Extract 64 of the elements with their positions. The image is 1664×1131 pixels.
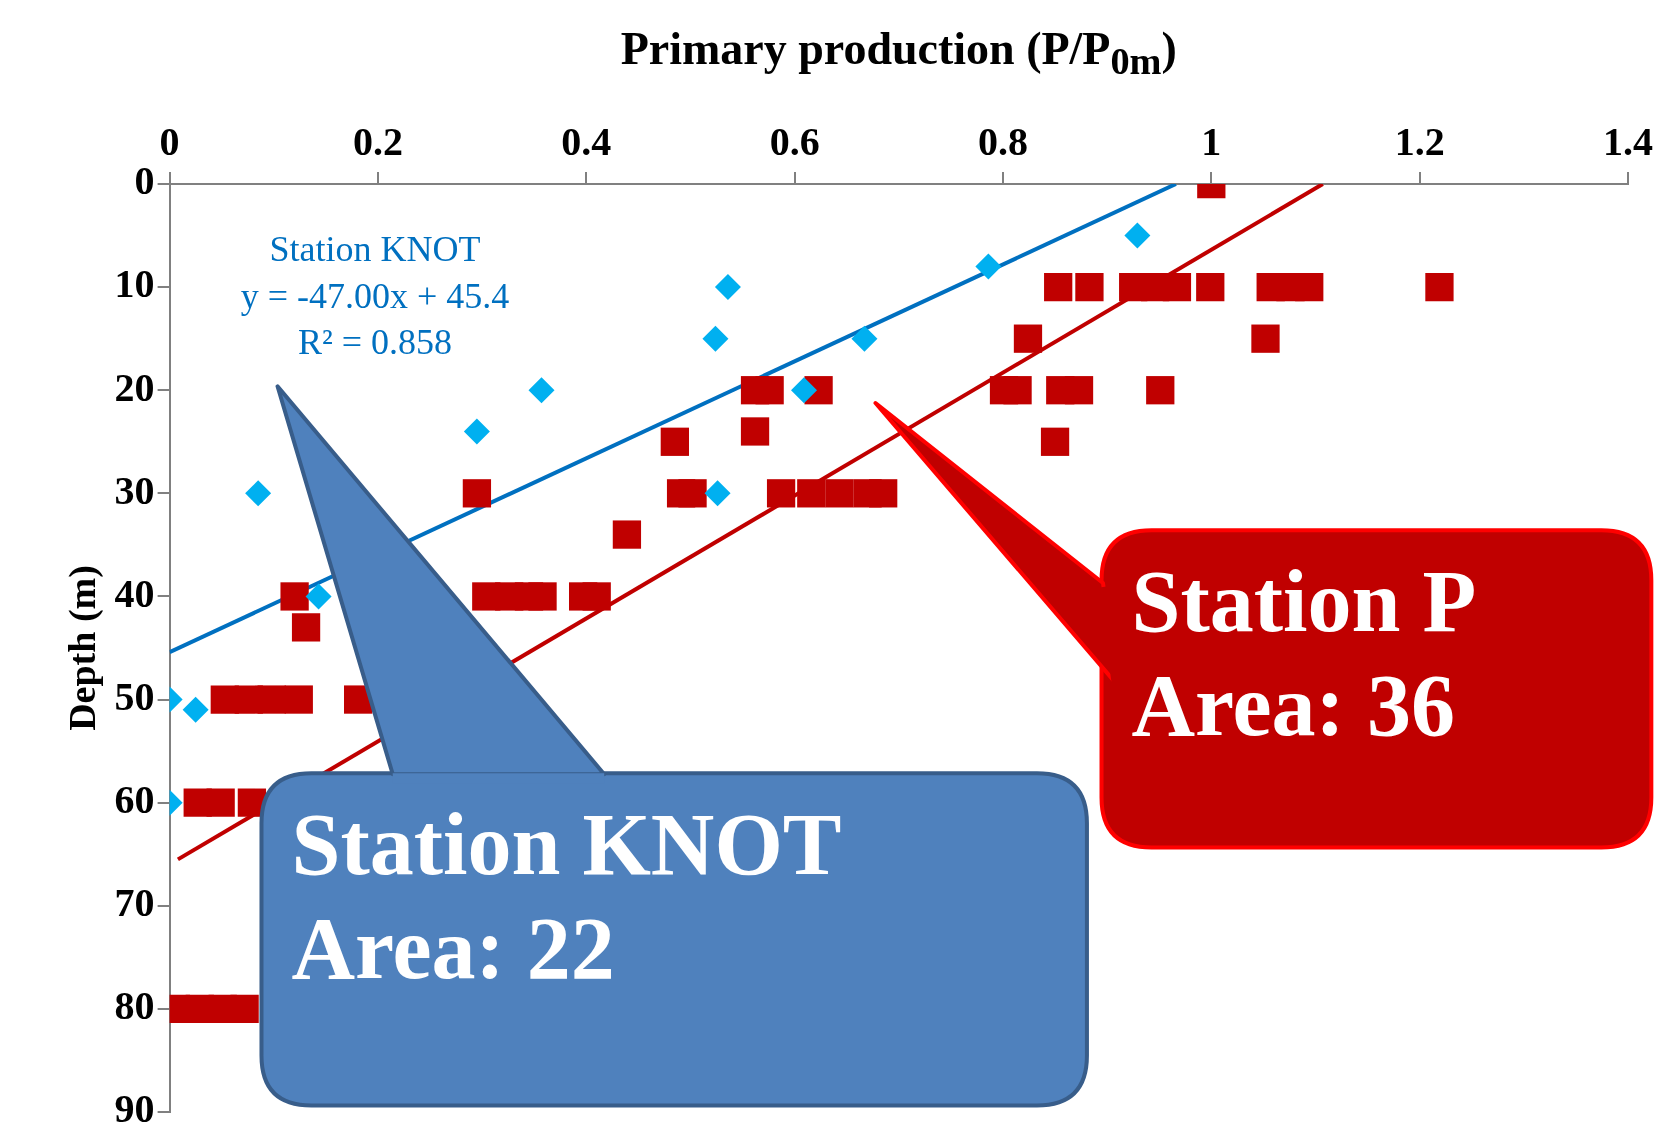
y-axis-title: Depth (m) [60, 565, 104, 731]
point [182, 696, 209, 723]
point [305, 583, 332, 610]
point [291, 613, 321, 642]
y-tick-label: 10 [114, 261, 155, 307]
point [660, 427, 689, 456]
y-tick-label: 50 [114, 673, 155, 719]
y-tick-label: 60 [114, 776, 155, 822]
x-tick-label: 0.6 [769, 119, 820, 165]
x-tick-label: 0.8 [977, 119, 1028, 165]
point [1013, 324, 1043, 353]
y-tick-label: 30 [114, 467, 155, 513]
point [280, 582, 309, 611]
point [245, 480, 272, 507]
annotation: Station P Area: 36 [1131, 552, 1478, 756]
point [766, 479, 796, 508]
point [284, 685, 313, 714]
x-axis-title: Primary production (P/P$_{0m}$) [619, 22, 1178, 84]
point [1124, 222, 1151, 249]
point [528, 377, 555, 404]
point [851, 325, 878, 352]
point [1075, 272, 1104, 302]
point [257, 685, 286, 714]
point [463, 418, 490, 445]
point [1425, 272, 1454, 302]
point [612, 520, 642, 549]
point [230, 994, 259, 1024]
point [462, 479, 492, 508]
point [206, 788, 235, 817]
annotation: Station KNOT y = -47.00x + 45.4 R² = 0.858 [239, 227, 511, 365]
x-tick-label: 1.2 [1394, 119, 1445, 165]
point [702, 325, 729, 352]
x-tick-label: 0.2 [352, 119, 403, 165]
point [791, 377, 817, 404]
y-tick-label: 70 [114, 880, 155, 926]
point [869, 479, 898, 508]
point [528, 582, 557, 611]
point [582, 582, 611, 611]
point [714, 274, 741, 301]
y-tick-label: 0 [134, 158, 155, 204]
y-tick-label: 80 [114, 983, 155, 1029]
point [1162, 272, 1192, 302]
point [678, 479, 707, 508]
point [704, 480, 731, 507]
point [1040, 427, 1070, 456]
point [797, 479, 826, 508]
x-tick-label: 1 [1201, 119, 1222, 165]
point [1044, 272, 1073, 302]
point [1196, 272, 1225, 302]
point [1295, 272, 1324, 302]
point [825, 479, 854, 508]
x-tick-label: 1.4 [1603, 119, 1653, 165]
y-tick-label: 90 [114, 1086, 155, 1131]
x-tick-label: 0.4 [561, 119, 612, 165]
point [975, 253, 1002, 280]
point [740, 417, 770, 446]
point [1064, 376, 1094, 405]
annotation: Station KNOT Area: 22 [291, 795, 843, 1000]
point [1251, 324, 1280, 353]
y-tick-label: 20 [114, 364, 155, 410]
y-tick-label: 40 [114, 570, 155, 616]
point [755, 376, 784, 405]
point [1003, 376, 1032, 405]
point [1146, 376, 1175, 405]
